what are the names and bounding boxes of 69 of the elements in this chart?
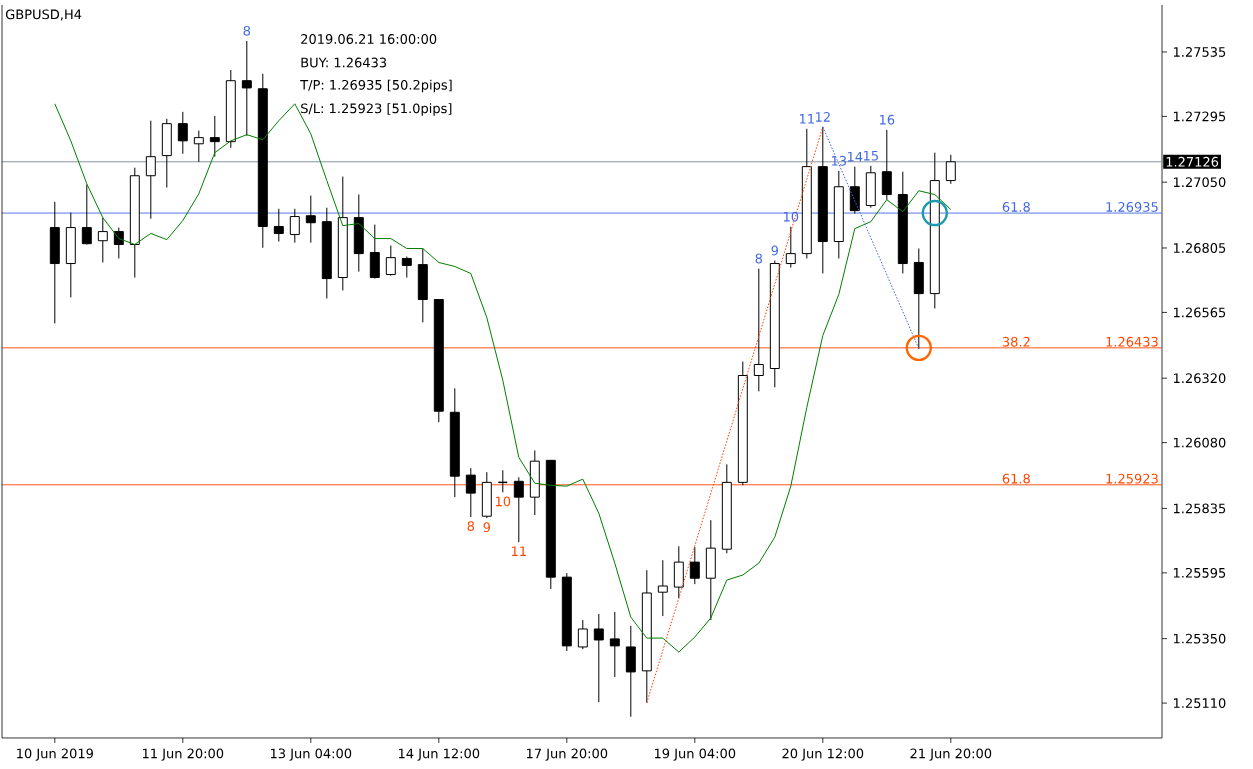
candlestick [881, 129, 892, 201]
annotation: 11 [511, 546, 526, 556]
annotation: 11 [799, 114, 814, 124]
annotation: 9 [483, 522, 491, 533]
annotation: 10 [783, 211, 799, 222]
line-series [54, 103, 952, 653]
annotation: 16 [879, 114, 895, 125]
candlestick [945, 154, 956, 185]
y-tick-label: 1.25110 [1173, 698, 1226, 708]
annotation: 1.25923 [1106, 473, 1158, 484]
candlestick [97, 217, 108, 263]
annotation: 9 [771, 245, 779, 256]
candlestick [193, 130, 204, 163]
candlestick [753, 268, 764, 392]
x-tick-label: 14 Jun 12:00 [398, 748, 480, 761]
x-tick-label: 17 Jun 20:00 [526, 748, 608, 761]
y-tick-label: 1.27535 [1173, 47, 1226, 57]
candlestick [385, 245, 396, 277]
annotation: 61.8 [1002, 202, 1030, 212]
candlestick [609, 611, 620, 678]
y-tick-label: 1.25350 [1173, 633, 1226, 644]
annotation: 10 [495, 496, 511, 507]
y-tick-label: 1.25595 [1173, 567, 1226, 578]
y-tick-label: 1.27050 [1173, 177, 1226, 188]
candlestick [657, 559, 668, 617]
annotation: 15 [863, 150, 878, 161]
x-tick-label: 11 Jun 20:00 [142, 748, 224, 761]
candlestick [577, 619, 588, 650]
annotation: 8 [467, 521, 475, 532]
x-tick-label: 13 Jun 04:00 [270, 748, 352, 761]
candlestick [465, 467, 476, 518]
candlestick [81, 184, 92, 245]
annotation: T/P: 1.26935 [50.2pips] [300, 79, 452, 93]
candlestick [689, 546, 700, 585]
candlestick [593, 613, 604, 703]
annotation: S/L: 1.25923 [51.0pips] [301, 103, 452, 116]
chart-title: GBPUSD,H4 [5, 9, 82, 21]
annotation: 13 [831, 155, 847, 166]
candlestick [177, 111, 188, 155]
x-tick-label: 20 Jun 12:00 [782, 748, 864, 761]
candlestick [785, 226, 796, 269]
candlestick [209, 115, 220, 158]
annotation: 38.2 [1002, 336, 1030, 347]
x-tick-label: 10 Jun 2019 [17, 748, 93, 761]
y-tick-label: 1.26805 [1173, 243, 1226, 253]
y-tick-label: 1.25835 [1173, 503, 1226, 514]
annotation: 8 [243, 25, 251, 36]
candlestick [241, 40, 252, 137]
candlestick [289, 208, 300, 244]
annotation: 8 [755, 253, 763, 264]
y-tick-label: 1.26320 [1173, 373, 1226, 384]
annotation: 14 [847, 151, 863, 162]
candlestick [145, 120, 156, 220]
annotation: 1.26935 [1106, 202, 1158, 212]
candlestick [401, 256, 412, 279]
x-tick-label: 19 Jun 04:00 [654, 748, 736, 761]
annotation: 61.8 [1002, 473, 1030, 484]
candlestick [513, 476, 524, 543]
annotation: 2019.06.21 16:00:00 [301, 34, 437, 44]
annotation: BUY: 1.26433 [301, 57, 387, 68]
ref-line-label: 1.27126 [1166, 156, 1219, 167]
y-tick-label: 1.26080 [1173, 437, 1226, 448]
y-tick-label: 1.26565 [1173, 307, 1226, 318]
y-tick-label: 1.27295 [1173, 111, 1226, 122]
annotation: 1.26433 [1106, 336, 1158, 347]
x-tick-label: 21 Jun 20:00 [910, 748, 992, 761]
candlestick [305, 195, 316, 244]
candlestick [273, 208, 284, 243]
annotation: 12 [815, 112, 830, 122]
